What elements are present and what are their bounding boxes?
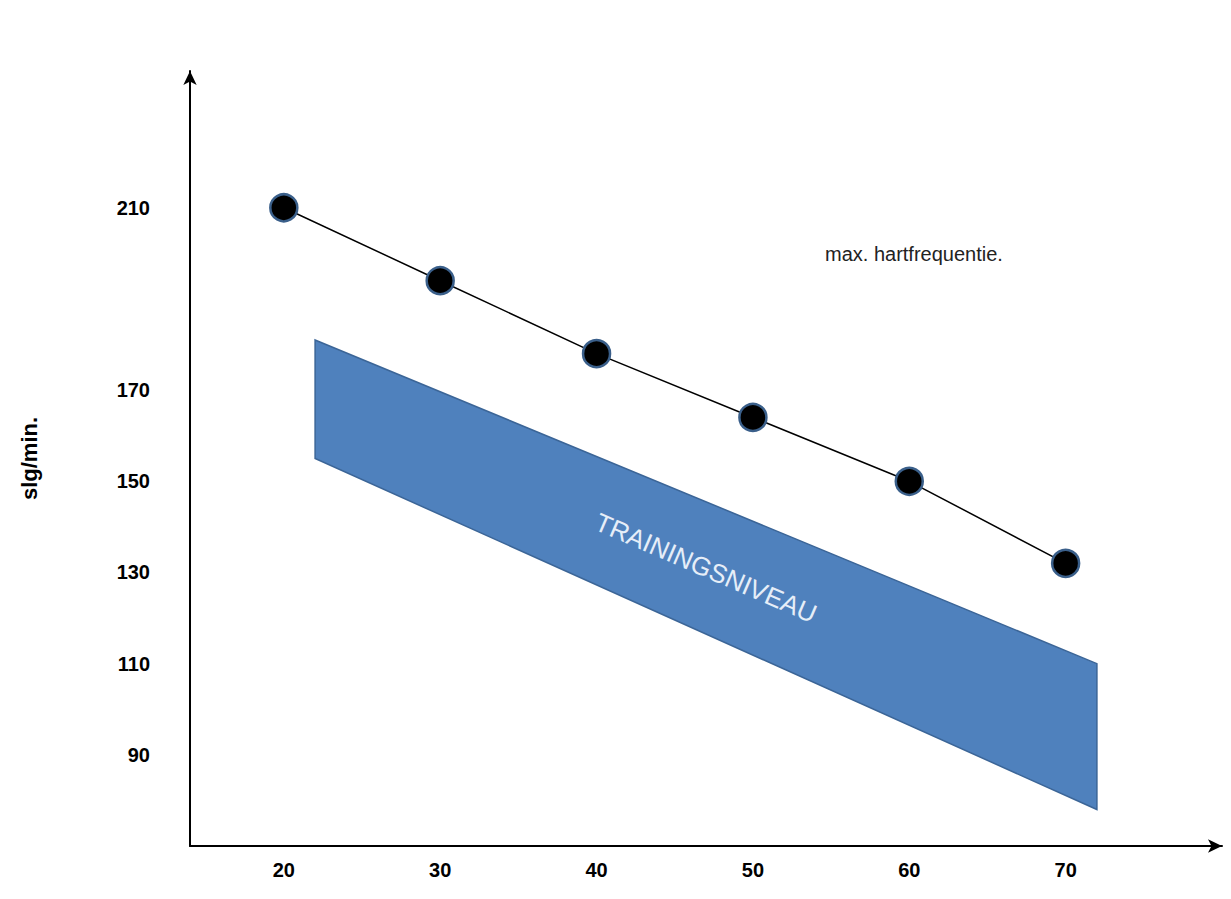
svg-text:30: 30 bbox=[429, 859, 451, 881]
svg-text:40: 40 bbox=[585, 859, 607, 881]
svg-text:max. hartfrequentie.: max. hartfrequentie. bbox=[825, 243, 1003, 265]
svg-text:90: 90 bbox=[128, 744, 150, 766]
svg-text:130: 130 bbox=[117, 561, 150, 583]
svg-text:110: 110 bbox=[118, 653, 150, 675]
svg-text:slg/min.: slg/min. bbox=[17, 417, 42, 500]
svg-text:70: 70 bbox=[1055, 859, 1077, 881]
svg-text:TRAININGSNIVEAU: TRAININGSNIVEAU bbox=[591, 507, 822, 629]
svg-text:170: 170 bbox=[117, 379, 150, 401]
svg-text:20: 20 bbox=[273, 859, 295, 881]
svg-text:210: 210 bbox=[117, 197, 150, 219]
svg-text:150: 150 bbox=[117, 470, 150, 492]
svg-text:50: 50 bbox=[742, 859, 764, 881]
svg-text:60: 60 bbox=[898, 859, 920, 881]
